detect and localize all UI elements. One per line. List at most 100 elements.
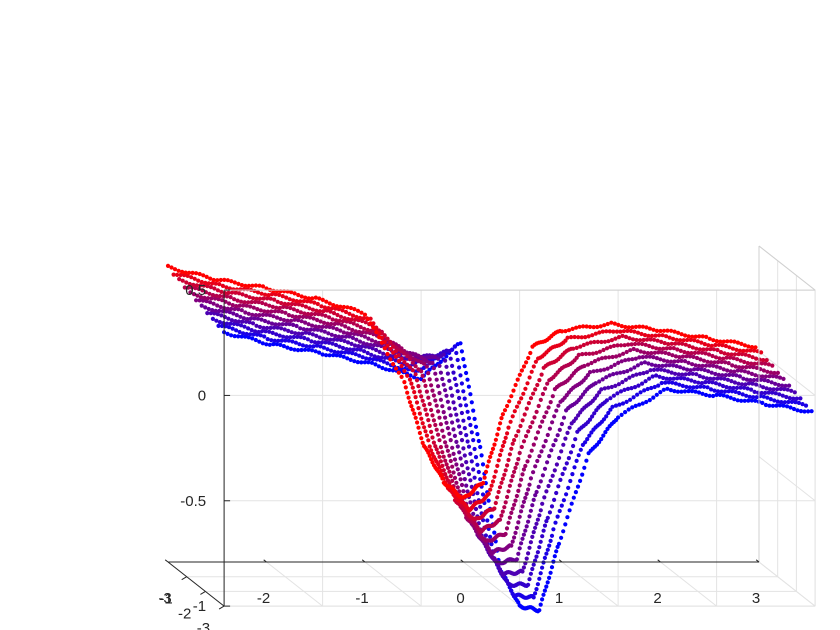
data-point <box>625 369 630 374</box>
data-point <box>478 477 483 482</box>
data-point <box>175 272 180 277</box>
data-point <box>524 406 529 411</box>
data-point <box>672 329 677 334</box>
data-point <box>563 329 568 334</box>
x-tick-mark <box>657 559 661 563</box>
data-point <box>741 376 746 381</box>
data-point <box>214 318 219 323</box>
data-point <box>427 377 432 382</box>
data-point <box>559 535 564 540</box>
data-point <box>468 451 473 456</box>
data-point <box>623 358 628 363</box>
data-point <box>803 403 809 408</box>
data-point <box>567 425 572 430</box>
data-point <box>231 311 236 316</box>
data-point <box>550 420 555 425</box>
data-point <box>436 432 441 437</box>
data-point <box>649 333 655 338</box>
data-point <box>366 336 371 341</box>
data-point <box>602 323 607 328</box>
data-point <box>427 401 432 407</box>
data-point <box>568 478 573 484</box>
data-point <box>509 478 514 483</box>
data-point <box>668 359 674 364</box>
data-point <box>761 368 767 373</box>
data-point <box>585 373 591 378</box>
data-point <box>695 339 700 344</box>
data-point <box>658 390 663 395</box>
data-point <box>742 359 747 365</box>
data-point <box>581 324 586 329</box>
data-point <box>302 311 307 316</box>
data-point <box>462 426 467 431</box>
data-point <box>653 363 658 368</box>
data-point <box>506 425 511 430</box>
data-point <box>224 294 230 299</box>
data-point <box>684 384 689 389</box>
data-point <box>519 444 524 450</box>
data-point <box>620 401 626 406</box>
data-point <box>667 363 672 368</box>
data-point <box>443 458 448 463</box>
data-point <box>455 357 460 363</box>
data-point <box>740 392 745 397</box>
data-point <box>320 297 325 302</box>
data-point <box>271 288 276 293</box>
data-point <box>633 341 638 347</box>
data-point <box>294 323 299 329</box>
data-point <box>631 395 636 400</box>
data-point <box>310 332 315 337</box>
data-point <box>542 588 548 593</box>
data-point <box>307 331 312 336</box>
data-point <box>232 334 237 339</box>
data-point <box>430 388 435 393</box>
data-point <box>343 350 348 355</box>
data-point <box>647 326 653 331</box>
data-point <box>699 350 705 355</box>
data-point <box>599 437 604 442</box>
data-point <box>312 311 318 317</box>
data-point <box>298 299 303 304</box>
data-point <box>476 438 481 444</box>
data-point <box>205 296 211 301</box>
data-point <box>539 449 544 454</box>
data-point <box>334 327 339 332</box>
data-point <box>316 340 321 345</box>
data-point <box>480 492 486 497</box>
data-point <box>559 329 565 334</box>
data-point <box>644 325 649 330</box>
data-point <box>697 374 702 379</box>
data-point <box>383 367 388 372</box>
data-point <box>657 374 662 379</box>
data-point <box>592 359 598 364</box>
data-point <box>482 475 487 480</box>
data-point <box>644 399 649 405</box>
data-point <box>309 348 315 353</box>
data-point <box>637 371 643 376</box>
data-point <box>669 341 674 346</box>
data-point <box>725 368 730 373</box>
data-point <box>427 367 432 372</box>
data-point <box>809 409 814 414</box>
data-point <box>437 363 442 368</box>
data-point <box>789 388 794 393</box>
data-point <box>661 346 666 351</box>
data-point <box>509 446 514 451</box>
data-point <box>640 401 645 406</box>
data-point <box>495 495 500 500</box>
data-point <box>531 562 536 567</box>
data-point <box>505 403 510 409</box>
data-point <box>451 400 456 405</box>
data-point <box>632 385 638 390</box>
data-point <box>478 444 483 450</box>
data-point <box>690 362 695 367</box>
data-point <box>350 313 356 318</box>
data-point <box>673 354 679 359</box>
data-point <box>592 339 597 345</box>
data-point <box>623 410 628 415</box>
data-point <box>444 364 449 369</box>
data-point <box>525 381 530 386</box>
data-point <box>727 385 733 390</box>
data-point <box>640 341 645 347</box>
data-point <box>183 270 188 275</box>
